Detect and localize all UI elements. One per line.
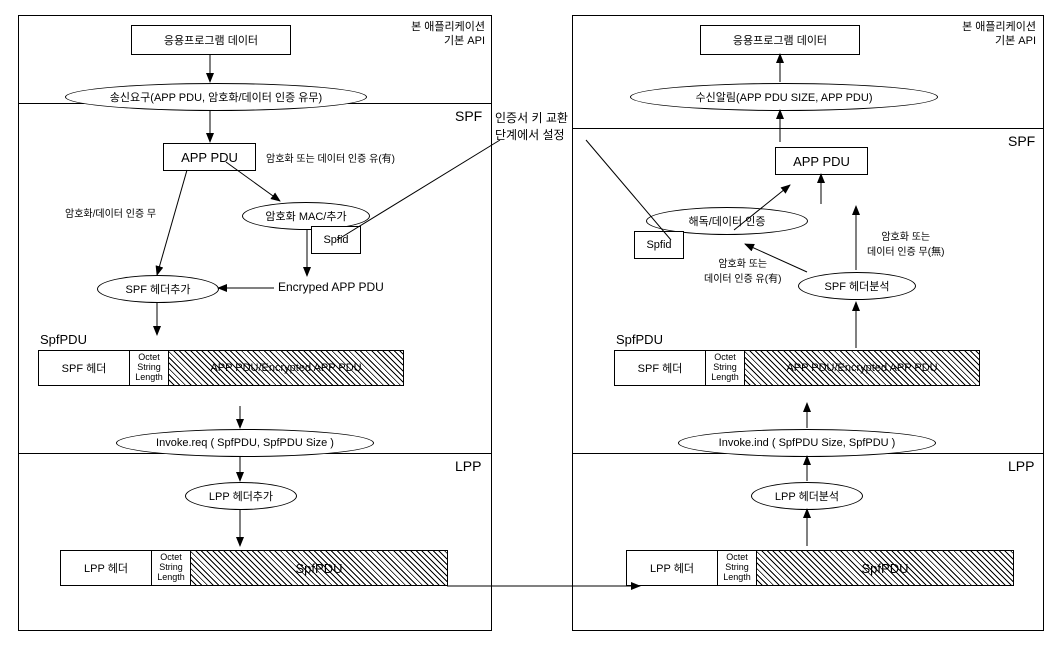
right-lpp-octet-cell: Octet String Length [717, 550, 757, 586]
right-invoke-ellipse: Invoke.ind ( SpfPDU Size, SpfPDU ) [678, 429, 936, 457]
right-app-data-box: 응용프로그램 데이터 [700, 25, 860, 55]
right-spf-apppdu-text: APP PDU/Encrypted APP PDU [786, 362, 937, 374]
right-recv-notify-text: 수신알림(APP PDU SIZE, APP PDU) [695, 89, 872, 105]
left-corner-label-1: 본 애플리케이션 [411, 21, 485, 33]
left-app-data-text: 응용프로그램 데이터 [164, 32, 258, 48]
left-invoke-text: Invoke.req ( SpfPDU, SpfPDU Size ) [156, 437, 334, 449]
right-spf-apppdu-cell: APP PDU/Encrypted APP PDU [744, 350, 980, 386]
left-enc-label: 암호화 또는 데이터 인증 유(有) [266, 150, 395, 165]
right-app-pdu-text: APP PDU [793, 154, 850, 169]
right-spf-header-parse-text: SPF 헤더분석 [825, 278, 890, 294]
left-lpp-header-add-ellipse: LPP 헤더추가 [185, 482, 297, 510]
right-spf-octet-cell: Octet String Length [705, 350, 745, 386]
right-spf-header-cell: SPF 헤더 [614, 350, 706, 386]
left-spf-label: SPF [455, 108, 482, 124]
right-spfid-text: Spfid [646, 239, 671, 251]
left-lpp-header-text: LPP 헤더 [84, 560, 128, 576]
center-label: 인증서 키 교환 단계에서 설정 [495, 110, 568, 144]
right-corner-label-1: 본 애플리케이션 [962, 21, 1036, 33]
left-invoke-ellipse: Invoke.req ( SpfPDU, SpfPDU Size ) [116, 429, 374, 457]
right-app-data-text: 응용프로그램 데이터 [733, 32, 827, 48]
right-decode-auth-text: 해독/데이터 인증 [689, 213, 766, 229]
left-mac-add-text: 암호화 MAC/추가 [265, 208, 346, 224]
diagram-canvas: 본 애플리케이션 기본 API SPF LPP 응용프로그램 데이터 송신요구(… [10, 10, 1048, 636]
left-enc-app-pdu-label: Encryped APP PDU [278, 280, 384, 294]
right-recv-notify-ellipse: 수신알림(APP PDU SIZE, APP PDU) [630, 83, 938, 111]
left-spfpdu-title: SpfPDU [40, 332, 87, 347]
right-spfid-box: Spfid [634, 231, 684, 259]
left-lpp-label: LPP [455, 458, 481, 474]
right-invoke-text: Invoke.ind ( SpfPDU Size, SpfPDU ) [719, 437, 896, 449]
right-spf-header-parse-ellipse: SPF 헤더분석 [798, 272, 916, 300]
right-lpp-spfpdu-text: SpfPDU [862, 561, 909, 576]
left-lpp-spfpdu-cell: SpfPDU [190, 550, 448, 586]
left-lpp-octet-text: Octet String Length [157, 553, 185, 583]
left-spf-header-add-text: SPF 헤더추가 [126, 281, 191, 297]
left-corner-label-2: 기본 API [444, 35, 485, 47]
left-lpp-octet-cell: Octet String Length [151, 550, 191, 586]
left-app-data-box: 응용프로그램 데이터 [131, 25, 291, 55]
right-lpp-label: LPP [1008, 458, 1034, 474]
left-app-pdu-box: APP PDU [163, 143, 256, 171]
left-spf-header-text: SPF 헤더 [62, 360, 107, 376]
left-corner-label: 본 애플리케이션 기본 API [390, 20, 485, 49]
right-spf-label: SPF [1008, 133, 1035, 149]
left-spf-octet-text: Octet String Length [135, 353, 163, 383]
left-spf-apppdu-text: APP PDU/Encrypted APP PDU [210, 362, 361, 374]
left-send-req-ellipse: 송신요구(APP PDU, 암호화/데이터 인증 유무) [65, 83, 367, 111]
right-lpp-header-parse-ellipse: LPP 헤더분석 [751, 482, 863, 510]
right-lpp-header-cell: LPP 헤더 [626, 550, 718, 586]
right-lpp-header-parse-text: LPP 헤더분석 [775, 488, 839, 504]
right-noenc-label: 암호화 또는 데이터 인증 무(無) [867, 228, 944, 258]
left-send-req-text: 송신요구(APP PDU, 암호화/데이터 인증 유무) [110, 89, 322, 105]
left-app-pdu-text: APP PDU [181, 150, 238, 165]
right-spf-header-text: SPF 헤더 [638, 360, 683, 376]
left-spfid-text: Spfid [323, 234, 348, 246]
left-spf-header-cell: SPF 헤더 [38, 350, 130, 386]
right-lpp-header-text: LPP 헤더 [650, 560, 694, 576]
right-spf-octet-text: Octet String Length [711, 353, 739, 383]
right-spfpdu-title: SpfPDU [616, 332, 663, 347]
left-spf-octet-cell: Octet String Length [129, 350, 169, 386]
left-lpp-header-add-text: LPP 헤더추가 [209, 488, 273, 504]
right-lpp-octet-text: Octet String Length [723, 553, 751, 583]
right-corner-label-2: 기본 API [995, 35, 1036, 47]
left-lpp-spfpdu-text: SpfPDU [296, 561, 343, 576]
left-lpp-header-cell: LPP 헤더 [60, 550, 152, 586]
left-spfid-box: Spfid [311, 226, 361, 254]
right-spf-divider [572, 128, 1044, 129]
left-spf-header-add-ellipse: SPF 헤더추가 [97, 275, 219, 303]
left-noauth-label: 암호화/데이터 인증 무 [65, 205, 156, 220]
right-corner-label: 본 애플리케이션 기본 API [941, 20, 1036, 49]
left-spf-apppdu-cell: APP PDU/Encrypted APP PDU [168, 350, 404, 386]
right-lpp-spfpdu-cell: SpfPDU [756, 550, 1014, 586]
right-enc-label: 암호화 또는 데이터 인증 유(有) [704, 255, 781, 285]
right-app-pdu-box: APP PDU [775, 147, 868, 175]
